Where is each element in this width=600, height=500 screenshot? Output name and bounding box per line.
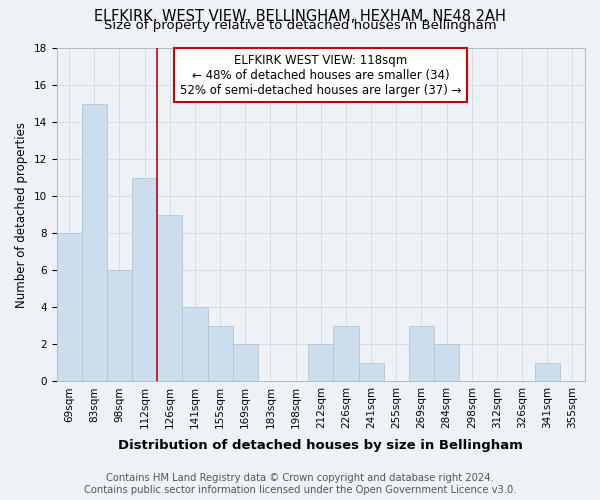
Text: Contains HM Land Registry data © Crown copyright and database right 2024.
Contai: Contains HM Land Registry data © Crown c… [84, 474, 516, 495]
Bar [409, 326, 434, 382]
Text: ELFKIRK WEST VIEW: 118sqm
← 48% of detached houses are smaller (34)
52% of semi-: ELFKIRK WEST VIEW: 118sqm ← 48% of detac… [180, 54, 461, 96]
Text: ELFKIRK, WEST VIEW, BELLINGHAM, HEXHAM, NE48 2AH: ELFKIRK, WEST VIEW, BELLINGHAM, HEXHAM, … [94, 9, 506, 24]
Bar [535, 363, 560, 382]
Bar [107, 270, 132, 382]
Bar [56, 233, 82, 382]
Bar [334, 326, 359, 382]
Bar [157, 214, 182, 382]
X-axis label: Distribution of detached houses by size in Bellingham: Distribution of detached houses by size … [118, 440, 523, 452]
Y-axis label: Number of detached properties: Number of detached properties [15, 122, 28, 308]
Bar [208, 326, 233, 382]
Bar [359, 363, 383, 382]
Bar [434, 344, 459, 382]
Bar [132, 178, 157, 382]
Bar [182, 308, 208, 382]
Text: Size of property relative to detached houses in Bellingham: Size of property relative to detached ho… [104, 19, 496, 32]
Bar [308, 344, 334, 382]
Bar [82, 104, 107, 382]
Bar [233, 344, 258, 382]
